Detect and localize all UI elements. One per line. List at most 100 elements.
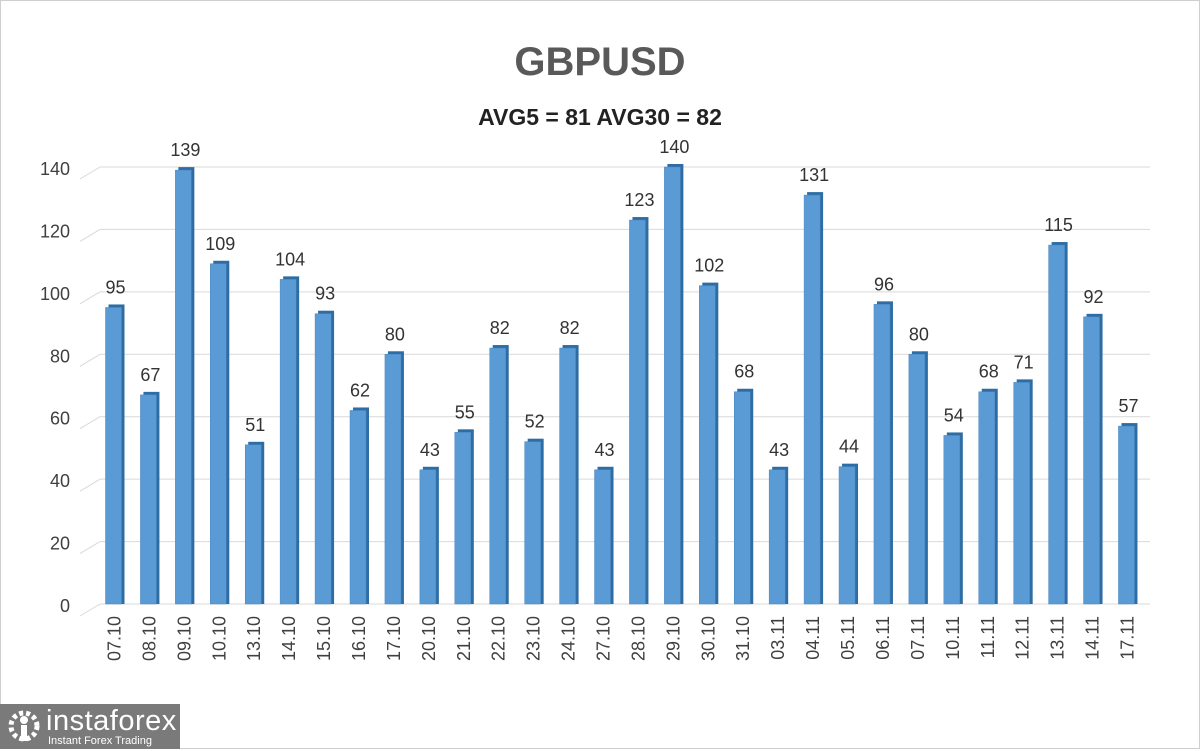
bar: [943, 435, 961, 605]
y-tick-label: 40: [50, 471, 70, 491]
data-label: 71: [1014, 352, 1034, 372]
data-label: 52: [525, 412, 545, 432]
gridline-depth: [79, 478, 101, 492]
x-tick-label: 17.10: [384, 616, 404, 661]
y-tick-label: 100: [40, 284, 70, 304]
bar: [210, 263, 227, 605]
y-tick-label: 60: [50, 409, 70, 429]
y-tick-label: 20: [50, 534, 70, 554]
bar: [175, 169, 192, 605]
x-tick-label: 14.11: [1083, 616, 1103, 660]
y-tick-label: 120: [40, 221, 70, 241]
bar: [279, 279, 297, 605]
data-label: 43: [769, 440, 789, 460]
x-tick-label: 20.10: [419, 616, 439, 661]
chart-title: GBPUSD: [514, 40, 686, 84]
x-tick-label: 13.10: [244, 616, 264, 661]
x-tick-label: 03.11: [768, 616, 788, 660]
x-tick-label: 08.10: [139, 616, 159, 661]
x-tick-label: 27.10: [594, 616, 614, 661]
gridline-depth: [79, 166, 101, 180]
bar: [838, 466, 856, 605]
x-tick-label: 09.10: [174, 616, 194, 661]
data-label: 96: [874, 274, 894, 294]
data-label: 92: [1084, 287, 1104, 307]
bar: [524, 441, 541, 605]
data-label: 123: [624, 190, 654, 210]
gridline-depth: [79, 291, 101, 305]
data-label: 67: [140, 365, 160, 385]
bar: [664, 166, 681, 605]
x-tick-label: 28.10: [628, 616, 648, 661]
data-label: 95: [105, 277, 125, 297]
data-label: 140: [659, 137, 689, 157]
x-tick-label: 23.10: [524, 616, 544, 661]
x-tick-label: 10.11: [943, 616, 963, 660]
bar: [978, 391, 995, 605]
bar: [1048, 244, 1065, 605]
x-tick-label: 12.11: [1013, 616, 1033, 660]
bar: [419, 469, 437, 605]
x-tick-label: 10.10: [209, 616, 229, 661]
bar: [873, 304, 891, 605]
data-label: 115: [1044, 215, 1073, 235]
x-tick-label: 07.10: [105, 616, 125, 661]
bar: [803, 194, 821, 605]
data-label: 57: [1118, 396, 1138, 416]
y-tick-label: 140: [40, 159, 70, 179]
bar: [384, 354, 402, 605]
bar: [314, 313, 332, 605]
bar: [454, 432, 472, 605]
bar: [489, 347, 506, 605]
data-label: 139: [170, 140, 200, 160]
data-label: 68: [979, 362, 999, 382]
bar: [559, 347, 576, 605]
x-tick-label: 07.11: [908, 616, 928, 660]
data-label: 68: [734, 362, 754, 382]
bar: [629, 219, 646, 605]
y-tick-label: 0: [60, 596, 70, 616]
gridline-depth: [79, 228, 101, 242]
x-tick-label: 22.10: [489, 616, 509, 661]
data-label: 55: [455, 402, 475, 422]
gridline-depth: [79, 416, 101, 430]
gridline-depth: [79, 603, 101, 617]
logo-tagline: Instant Forex Trading: [48, 735, 152, 747]
x-tick-label: 30.10: [698, 616, 718, 661]
data-label: 109: [205, 234, 235, 254]
bar: [1083, 316, 1100, 605]
x-tick-label: 14.10: [279, 616, 299, 661]
bar: [349, 410, 367, 605]
bar: [1118, 425, 1135, 605]
bar: [594, 469, 611, 605]
data-label: 80: [385, 324, 405, 344]
data-label: 80: [909, 324, 929, 344]
bar: [1013, 382, 1030, 605]
bar: [699, 285, 716, 605]
bar: [105, 307, 122, 605]
data-label: 82: [560, 318, 580, 338]
x-tick-label: 21.10: [454, 616, 474, 661]
data-label: 82: [490, 318, 510, 338]
x-tick-label: 05.11: [838, 616, 858, 660]
bar: [733, 391, 751, 605]
x-tick-label: 31.10: [733, 616, 753, 661]
bar: [140, 394, 157, 605]
x-tick-label: 16.10: [349, 616, 369, 661]
gridline-depth: [79, 353, 101, 367]
bar: [908, 354, 926, 605]
gridline-depth: [79, 541, 101, 555]
gear-person-icon: [8, 710, 40, 742]
data-label: 44: [839, 437, 859, 457]
data-label: 102: [694, 256, 724, 276]
data-label: 131: [799, 165, 829, 185]
x-tick-label: 15.10: [314, 616, 334, 661]
data-label: 62: [350, 380, 370, 400]
data-label: 104: [275, 249, 305, 269]
data-label: 51: [245, 415, 265, 435]
x-tick-label: 13.11: [1048, 616, 1068, 660]
data-label: 43: [420, 440, 440, 460]
instaforex-logo: instaforex Instant Forex Trading: [0, 704, 180, 749]
data-label: 93: [315, 284, 335, 304]
